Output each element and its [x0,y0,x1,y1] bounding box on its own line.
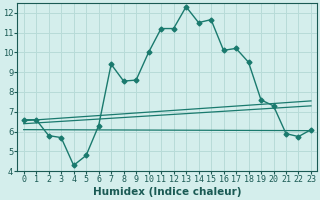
X-axis label: Humidex (Indice chaleur): Humidex (Indice chaleur) [93,187,242,197]
